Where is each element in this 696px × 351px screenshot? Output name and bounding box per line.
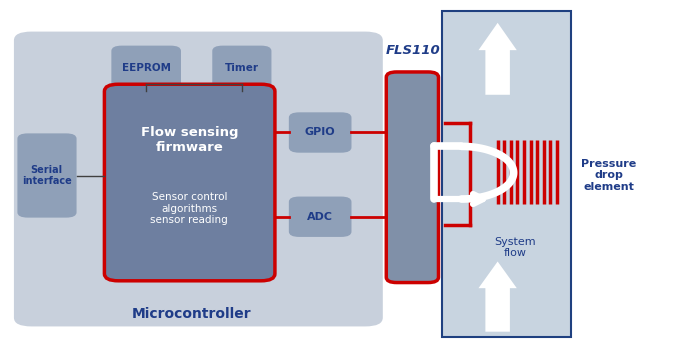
FancyBboxPatch shape <box>386 72 438 283</box>
FancyBboxPatch shape <box>14 32 383 326</box>
FancyBboxPatch shape <box>104 84 275 281</box>
Text: Timer: Timer <box>226 64 259 73</box>
FancyBboxPatch shape <box>289 197 351 237</box>
Text: Pressure
drop
element: Pressure drop element <box>581 159 637 192</box>
FancyBboxPatch shape <box>111 46 181 91</box>
FancyBboxPatch shape <box>212 46 271 91</box>
Polygon shape <box>479 261 516 332</box>
FancyBboxPatch shape <box>289 112 351 153</box>
Text: Serial
interface: Serial interface <box>22 165 72 186</box>
Text: Sensor control
algorithms
sensor reading: Sensor control algorithms sensor reading <box>150 192 228 225</box>
Text: GPIO: GPIO <box>305 127 335 137</box>
Text: EEPROM: EEPROM <box>122 64 171 73</box>
Text: FLS110: FLS110 <box>386 44 441 58</box>
Text: Flow sensing
firmware: Flow sensing firmware <box>141 126 238 154</box>
Text: ADC: ADC <box>307 212 333 221</box>
FancyBboxPatch shape <box>17 133 77 218</box>
Text: Microcontroller: Microcontroller <box>132 307 251 321</box>
Text: System
flow: System flow <box>494 237 536 258</box>
Bar <box>442 11 571 337</box>
Polygon shape <box>479 23 516 95</box>
